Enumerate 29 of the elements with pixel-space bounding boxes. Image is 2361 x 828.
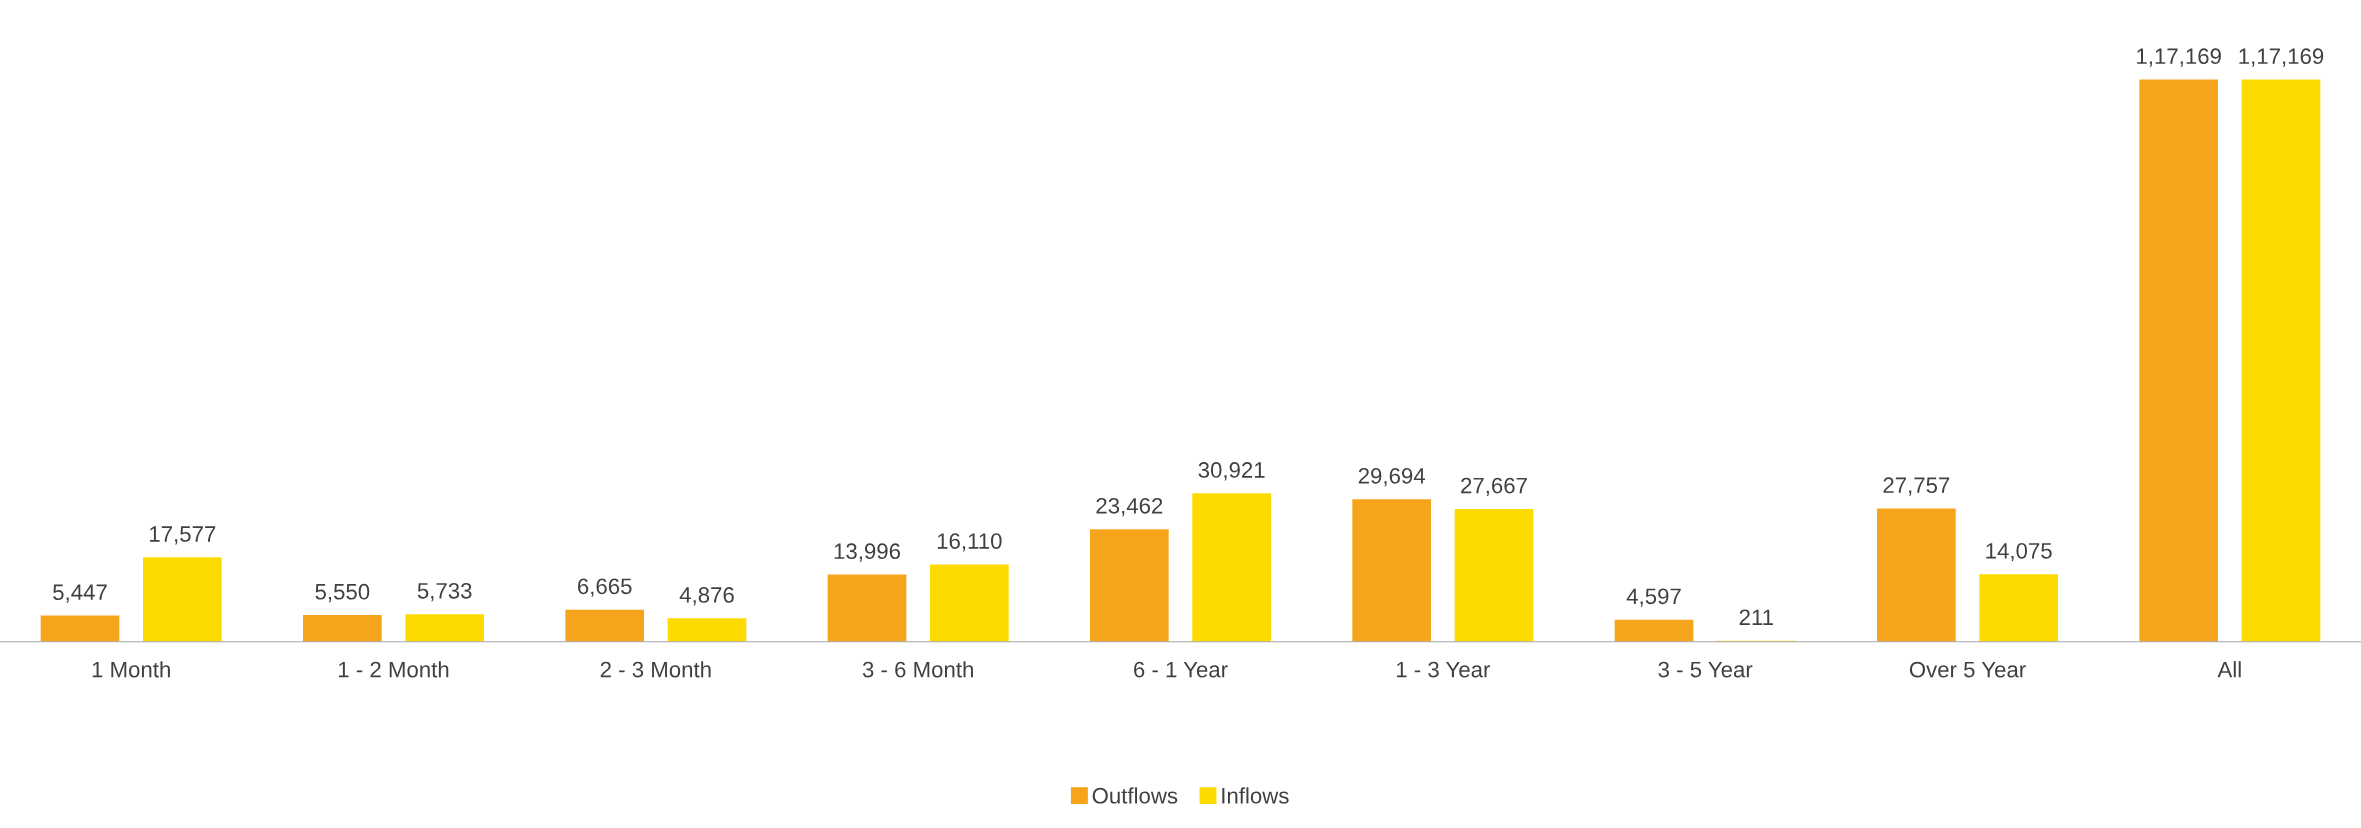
data-label: 5,733 [417, 582, 472, 602]
data-label: 4,876 [679, 587, 734, 606]
data-label: 17,577 [150, 526, 216, 545]
x-tick-label: 3 - 5 Year [1658, 661, 1753, 678]
data-label: 27,757 [1883, 477, 1950, 496]
legend-label: Inflows [1222, 787, 1289, 804]
legend-label: Outflows [1092, 787, 1178, 804]
x-tick-label: 1 - 2 Month [339, 661, 449, 678]
data-label: 13,996 [834, 543, 901, 562]
x-tick-label: 1 Month [92, 661, 170, 678]
x-tick-label: 1 - 3 Year [1396, 661, 1491, 678]
data-label: 6,665 [578, 578, 632, 597]
data-label: 16,110 [937, 533, 1002, 552]
data-label: 30,921 [1198, 462, 1265, 481]
data-label: 4,597 [1626, 588, 1681, 607]
x-tick-label: 6 - 1 Year [1134, 661, 1228, 678]
data-label: 211 [1739, 609, 1773, 625]
data-label: 1,17,169 [2239, 48, 2324, 67]
x-tick-label: Over 5 Year [1909, 661, 2026, 678]
data-label: 29,694 [1358, 468, 1426, 487]
data-label: 1,17,169 [2137, 48, 2221, 67]
data-label: 14,075 [1986, 542, 2052, 562]
x-tick-label: All [2217, 661, 2241, 678]
data-label: 5,447 [53, 584, 107, 603]
data-label: 5,550 [315, 583, 370, 603]
x-tick-label: 2 - 3 Month [600, 661, 711, 678]
data-label: 27,667 [1461, 477, 1527, 497]
x-tick-label: 3 - 6 Month [862, 661, 973, 678]
data-label: 23,462 [1096, 497, 1163, 517]
